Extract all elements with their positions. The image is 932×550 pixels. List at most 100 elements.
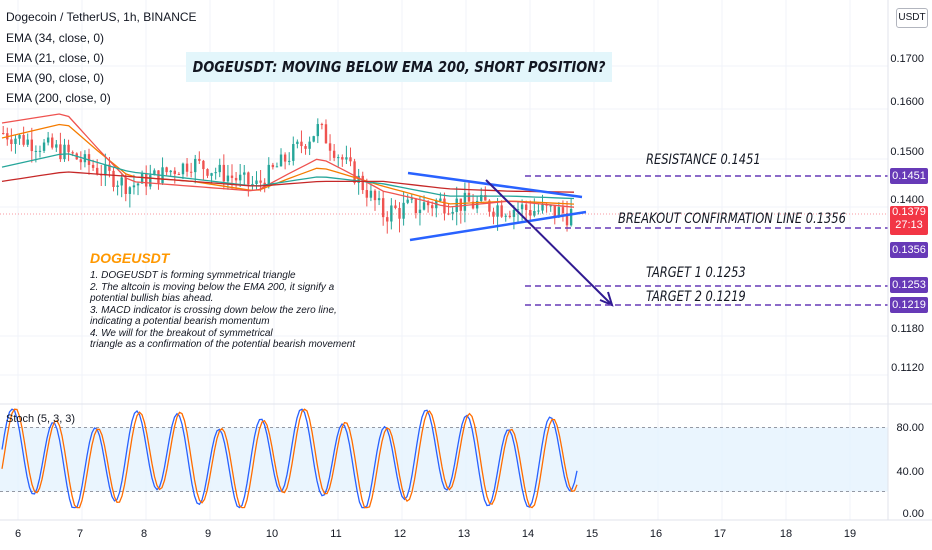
stoch-tick: 0.00 <box>902 508 924 520</box>
price-tick: 0.1120 <box>891 362 924 374</box>
breakout-label: BREAKOUT CONFIRMATION LINE 0.1356 <box>618 211 846 227</box>
candle-body <box>516 209 520 211</box>
candle-body <box>202 160 205 170</box>
ema-34-legend[interactable]: EMA (34, close, 0) <box>6 31 105 45</box>
candle-body <box>173 170 176 175</box>
candle-body <box>210 173 213 176</box>
candle-body <box>198 158 201 161</box>
candle-body <box>271 164 275 168</box>
candle-body <box>537 210 540 212</box>
stoch-k-line <box>1 408 578 509</box>
candle-body <box>328 143 332 151</box>
candle-body <box>316 124 319 137</box>
candle-body <box>145 173 148 187</box>
time-tick: 19 <box>843 528 857 540</box>
candle-body <box>365 190 369 198</box>
candle-body <box>59 144 62 160</box>
target2-label: TARGET 2 0.1219 <box>646 289 746 305</box>
candle-body <box>91 164 95 168</box>
candle-body <box>341 157 344 160</box>
candle-body <box>292 144 295 161</box>
candle-body <box>279 154 283 167</box>
candle-body <box>353 161 356 183</box>
candle-body <box>402 202 405 219</box>
candle-body <box>451 211 454 214</box>
candle-body <box>426 202 430 206</box>
level-lines <box>525 175 888 306</box>
candle-body <box>71 152 74 154</box>
time-tick: 17 <box>713 528 727 540</box>
candle-body <box>520 204 524 210</box>
stoch-tick: 40.00 <box>896 466 924 478</box>
candle-body <box>496 205 499 217</box>
candle-body <box>136 183 140 186</box>
candle-body <box>128 187 132 194</box>
price-tick: 0.1700 <box>890 53 924 65</box>
candle-body <box>369 190 373 198</box>
time-tick: 9 <box>204 528 212 540</box>
symbol-header: Dogecoin / TetherUS, 1h, BINANCE <box>6 10 197 24</box>
price-tick: 0.1600 <box>890 96 924 108</box>
notes-heading: DOGEUSDT <box>90 250 170 266</box>
current-price-value: 0.1379 <box>892 206 926 218</box>
ema-line <box>1 153 575 200</box>
candle-body <box>553 205 556 218</box>
candle-body <box>386 217 389 222</box>
time-tick: 13 <box>457 528 471 540</box>
candle-body <box>22 135 25 145</box>
candle-body <box>569 209 573 226</box>
candle-body <box>480 195 483 201</box>
candle-body <box>512 209 516 217</box>
title-box: DOGEUSDT: MOVING BELOW EMA 200, SHORT PO… <box>186 52 612 82</box>
candle-body <box>561 207 565 214</box>
candle-body <box>524 204 528 211</box>
candle-body <box>149 175 152 187</box>
candle-body <box>63 144 66 160</box>
candle-body <box>132 185 136 188</box>
price-tick: 0.1500 <box>890 146 924 158</box>
ema-21-legend[interactable]: EMA (21, close, 0) <box>6 51 105 65</box>
time-tick: 11 <box>330 528 342 540</box>
candle-body <box>104 164 107 176</box>
candle-body <box>230 175 234 178</box>
candle-body <box>226 175 230 182</box>
candle-body <box>153 170 156 176</box>
ema-line <box>1 171 575 193</box>
candle-body <box>410 198 413 200</box>
candle-body <box>394 205 397 208</box>
candle-body <box>34 150 38 152</box>
candle-body <box>108 164 111 171</box>
candle-body <box>377 198 381 201</box>
candle-body <box>26 139 29 145</box>
time-tick: 15 <box>585 528 599 540</box>
ema-90-legend[interactable]: EMA (90, close, 0) <box>6 71 105 85</box>
projection-arrow <box>485 179 613 306</box>
candle-body <box>349 157 352 162</box>
candle-body <box>189 171 193 173</box>
candle-body <box>46 137 50 143</box>
candle-body <box>218 164 221 173</box>
candle-body <box>418 209 422 214</box>
ema-lines <box>0 113 888 215</box>
candle-body <box>422 202 426 210</box>
candle-body <box>304 146 307 149</box>
currency-button[interactable]: USDT <box>896 8 928 28</box>
target1-label: TARGET 1 0.1253 <box>646 265 746 281</box>
candle-body <box>18 135 21 139</box>
candle-body <box>251 183 254 185</box>
resistance-price-tag: 0.1451 <box>890 168 928 184</box>
target2-price-tag: 0.1219 <box>890 297 928 313</box>
stoch-legend[interactable]: Stoch (5, 3, 3) <box>6 413 76 425</box>
candle-body <box>259 180 262 183</box>
candle-body <box>320 124 324 126</box>
time-tick: 18 <box>779 528 793 540</box>
time-tick: 16 <box>649 528 663 540</box>
candle-body <box>51 137 54 148</box>
ema-200-legend[interactable]: EMA (200, close, 0) <box>6 91 111 105</box>
candle-body <box>10 139 13 145</box>
current-price-tag: 0.1379 27:13 <box>890 206 928 235</box>
candle-body <box>181 163 185 175</box>
candle-body <box>42 142 46 151</box>
candle-body <box>288 160 291 162</box>
